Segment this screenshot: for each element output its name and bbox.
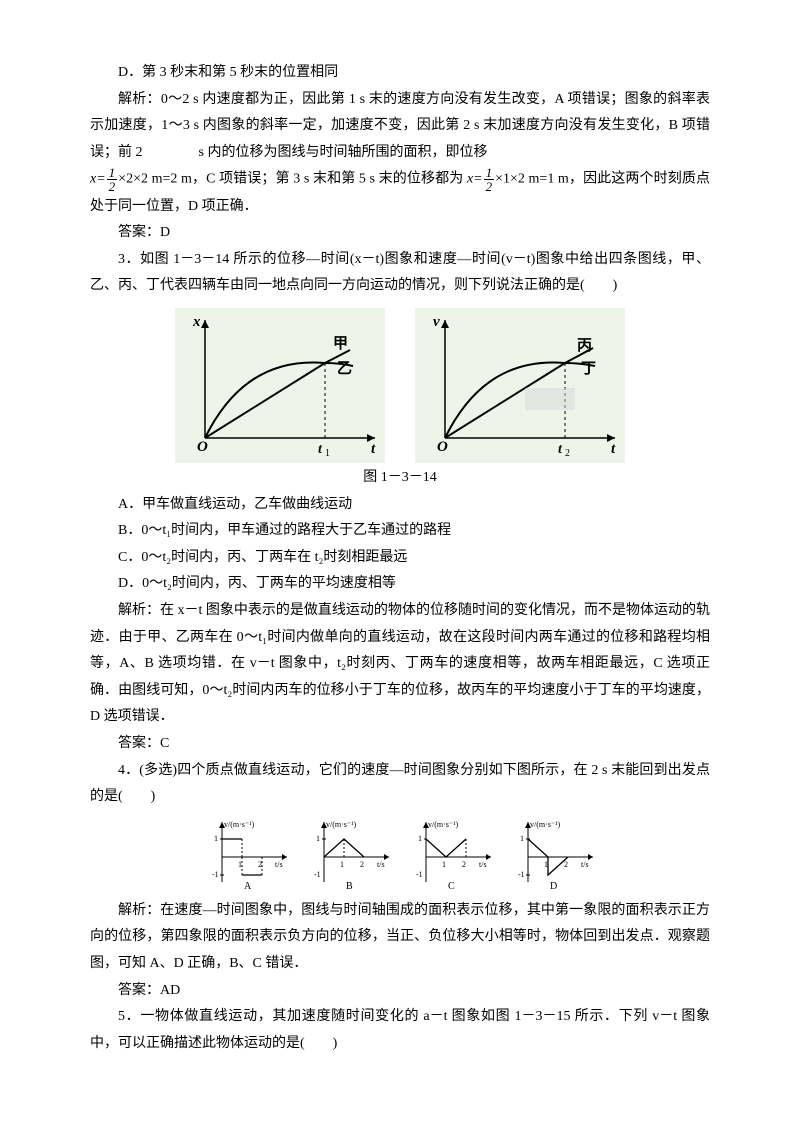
svg-text:v/(m·s⁻¹): v/(m·s⁻¹): [428, 820, 459, 829]
q4-analysis: 解析：在速度—时间图象中，图线与时间轴围成的面积表示位移，其中第一象限的面积表示…: [90, 898, 710, 978]
svg-text:v/(m·s⁻¹): v/(m·s⁻¹): [530, 820, 561, 829]
q2-option-d: D．第 3 秒末和第 5 秒末的位置相同: [90, 60, 710, 87]
q3-opt-c: C．0～t₂时间内，丙、丁两车在 t₂时刻相距最远: [90, 545, 710, 572]
svg-text:-1: -1: [518, 870, 525, 879]
x-eq-2: x=: [467, 172, 483, 187]
svg-text:C: C: [448, 881, 455, 892]
figure-1-3-14: x t O t 1 甲 乙 v t O: [90, 308, 710, 463]
svg-text:1: 1: [238, 860, 242, 869]
graph-c: v/(m·s⁻¹) t/s 1 -1 1 2 C: [406, 817, 496, 892]
svg-text:甲: 甲: [333, 335, 348, 352]
graph-b: v/(m·s⁻¹) t/s 1 -1 1 2 B: [304, 817, 394, 892]
svg-text:1: 1: [325, 448, 330, 459]
svg-text:1: 1: [214, 834, 218, 843]
mid1: ×2×2 m=2 m，C 项错误；第 3 s 末和第 5 s 末的位移都为: [118, 172, 463, 187]
q3-opt-a: A．甲车做直线运动，乙车做曲线运动: [90, 492, 710, 519]
svg-text:v/(m·s⁻¹): v/(m·s⁻¹): [326, 820, 357, 829]
svg-text:t/s: t/s: [479, 860, 487, 869]
svg-text:1: 1: [520, 834, 524, 843]
q3-answer: 答案：C: [90, 731, 710, 758]
svg-text:丁: 丁: [581, 361, 596, 377]
svg-text:2: 2: [564, 860, 568, 869]
svg-text:-1: -1: [416, 870, 423, 879]
q2-answer: 答案：D: [90, 220, 710, 247]
x-eq: x=: [90, 172, 106, 187]
svg-text:B: B: [346, 881, 353, 892]
svg-text:1: 1: [442, 860, 446, 869]
svg-text:x: x: [192, 314, 201, 330]
svg-text:乙: 乙: [337, 361, 352, 377]
q4-answer: 答案：AD: [90, 978, 710, 1005]
svg-text:-1: -1: [212, 870, 219, 879]
fig-caption: 图 1－3－14: [90, 465, 710, 492]
svg-text:t/s: t/s: [581, 860, 589, 869]
q4-stem: 4．(多选)四个质点做直线运动，它们的速度—时间图象分别如下图所示，在 2 s …: [90, 758, 710, 811]
chart-vt: v t O t 2 丙 丁: [415, 308, 625, 463]
svg-text:t/s: t/s: [377, 860, 385, 869]
q3-opt-d: D．0～t₂时间内，丙、丁两车的平均速度相等: [90, 571, 710, 598]
svg-text:2: 2: [565, 448, 570, 459]
svg-text:2: 2: [360, 860, 364, 869]
svg-text:O: O: [197, 439, 208, 455]
q3-stem: 3．如图 1－3－14 所示的位移—时间(x－t)图象和速度—时间(v－t)图象…: [90, 247, 710, 300]
svg-text:D: D: [550, 881, 557, 892]
svg-text:v: v: [433, 314, 440, 330]
q3-opt-b: B．0～t₁时间内，甲车通过的路程大于乙车通过的路程: [90, 518, 710, 545]
svg-text:O: O: [437, 439, 448, 455]
graph-d: v/(m·s⁻¹) t/s 1 -1 1 2 D: [508, 817, 598, 892]
fraction-1: 12: [107, 166, 118, 193]
svg-text:1: 1: [418, 834, 422, 843]
svg-text:v/(m·s⁻¹): v/(m·s⁻¹): [224, 820, 255, 829]
svg-text:1: 1: [340, 860, 344, 869]
fraction-2: 12: [484, 166, 495, 193]
svg-text:t/s: t/s: [275, 860, 283, 869]
q2-analysis-2: x=12×2×2 m=2 m，C 项错误；第 3 s 末和第 5 s 末的位移都…: [90, 166, 710, 220]
svg-text:-1: -1: [314, 870, 321, 879]
q3-analysis: 解析：在 x－t 图象中表示的是做直线运动的物体的位移随时间的变化情况，而不是物…: [90, 598, 710, 731]
chart-xt: x t O t 1 甲 乙: [175, 308, 385, 463]
q5-stem: 5．一物体做直线运动，其加速度随时间变化的 a－t 图象如图 1－3－15 所示…: [90, 1004, 710, 1057]
svg-text:2: 2: [258, 860, 262, 869]
q4-graphs: v/(m·s⁻¹) t/s 1 -1 1 2 A: [90, 817, 710, 892]
svg-text:1: 1: [316, 834, 320, 843]
q2-analysis-1: 解析：0～2 s 内速度都为正，因此第 1 s 末的速度方向没有发生改变，A 项…: [90, 87, 710, 167]
svg-text:2: 2: [462, 860, 466, 869]
svg-text:丙: 丙: [577, 337, 592, 354]
svg-text:A: A: [244, 881, 252, 892]
graph-a: v/(m·s⁻¹) t/s 1 -1 1 2 A: [202, 817, 292, 892]
